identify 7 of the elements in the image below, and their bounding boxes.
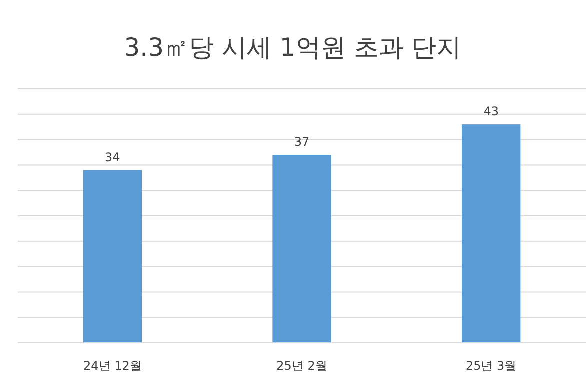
- x-tick-label: 25년 3월: [466, 359, 517, 373]
- data-label: 43: [484, 104, 499, 119]
- x-tick-label: 25년 2월: [276, 359, 328, 373]
- x-tick-label: 24년 12월: [83, 359, 142, 373]
- title: 3.3㎡당 시세 1억원 초과 단지: [124, 33, 462, 62]
- data-label: 34: [105, 150, 120, 164]
- data-label: 37: [294, 135, 310, 150]
